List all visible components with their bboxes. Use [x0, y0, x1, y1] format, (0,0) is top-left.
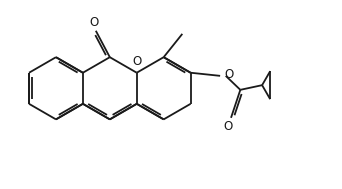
Text: O: O	[224, 68, 233, 81]
Text: O: O	[223, 120, 233, 133]
Text: O: O	[132, 55, 141, 68]
Text: O: O	[90, 15, 99, 29]
